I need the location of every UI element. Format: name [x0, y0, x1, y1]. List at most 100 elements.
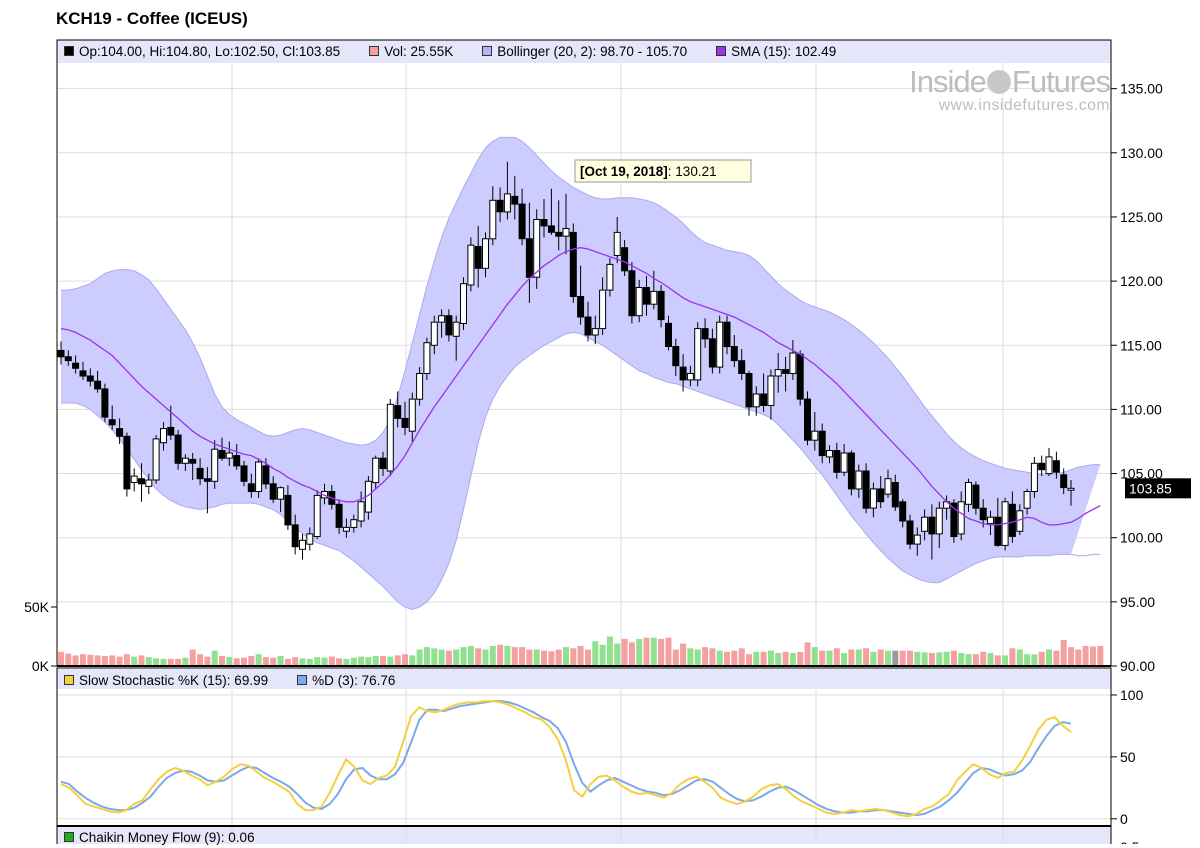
candle — [306, 527, 314, 551]
legend-volume-text: Vol: 25.55K — [384, 43, 454, 59]
candle-body — [1030, 462, 1038, 492]
volume-bar — [365, 657, 372, 666]
volume-bar — [160, 658, 167, 666]
candle-body — [460, 283, 467, 325]
volume-bar — [636, 638, 643, 666]
ohlc-swatch — [64, 46, 74, 56]
candle — [160, 422, 167, 451]
volume-bar — [460, 647, 467, 666]
volume-bar — [972, 654, 979, 666]
volume-bar — [241, 657, 247, 666]
volume-bar — [1046, 649, 1052, 666]
candle — [372, 455, 380, 489]
candle-body — [525, 238, 533, 278]
cmf-swatch — [64, 832, 74, 842]
candle-body — [72, 362, 80, 369]
volume-bar — [475, 648, 482, 666]
volume-bar — [350, 657, 357, 666]
last-price-marker: 103.85 — [1125, 478, 1191, 499]
volume-bar — [497, 644, 504, 666]
volume-bar — [680, 643, 687, 666]
volume-bar — [80, 654, 86, 666]
candle — [1067, 480, 1075, 506]
legend-bollinger: Bollinger (20, 2): 98.70 - 105.70 — [482, 44, 687, 59]
globe-icon — [986, 70, 1011, 94]
volume-bar — [753, 651, 760, 666]
volume-bar — [907, 650, 913, 666]
candle-body — [299, 539, 306, 550]
candle — [255, 458, 263, 498]
candle-body — [174, 434, 182, 464]
candle — [972, 481, 980, 515]
candle-body — [86, 375, 94, 382]
candle-body — [855, 470, 863, 490]
candle — [511, 175, 519, 220]
candle — [269, 476, 277, 504]
candle — [657, 285, 665, 328]
volume-bar — [1031, 654, 1038, 666]
stoch-d-swatch — [297, 675, 308, 685]
candle-body — [913, 534, 921, 545]
candle — [218, 437, 226, 461]
volume-bar — [819, 650, 826, 666]
volume-bar — [936, 652, 943, 666]
candle-body — [847, 452, 855, 490]
candle — [591, 315, 599, 344]
candle — [211, 440, 219, 489]
candle-body — [379, 457, 387, 470]
candle-body — [665, 322, 672, 347]
volume-bar — [877, 649, 884, 666]
legend-sma: SMA (15): 102.49 — [716, 44, 836, 59]
candle-body — [723, 321, 731, 348]
legend-ohlc-text: Op:104.00, Hi:104.80, Lo:102.50, Cl:103.… — [79, 43, 341, 59]
volume-tick-label: 50K — [24, 599, 50, 615]
candle-body — [511, 195, 519, 205]
candle-body — [1008, 503, 1016, 537]
candle-body — [247, 483, 255, 492]
candle-body — [386, 403, 394, 472]
candle-body — [123, 435, 131, 490]
price-tick-label: 115.00 — [1120, 337, 1162, 353]
price-tick-label: 110.00 — [1120, 401, 1162, 417]
candle — [569, 223, 577, 303]
candle — [313, 490, 321, 539]
candle — [152, 435, 160, 484]
candle-body — [628, 270, 636, 317]
candle-body — [599, 289, 607, 330]
candle-body — [181, 457, 189, 464]
volume-bar — [65, 653, 72, 666]
candle-body — [145, 479, 153, 487]
candle — [291, 514, 299, 555]
candle-body — [818, 430, 826, 457]
candle — [467, 237, 475, 292]
price-legend-bar — [57, 40, 1111, 63]
volume-bar — [585, 649, 591, 666]
legend-bollinger-text: Bollinger (20, 2): 98.70 - 105.70 — [497, 43, 688, 59]
candle — [57, 341, 65, 365]
candle-body — [57, 349, 65, 358]
candle — [423, 337, 431, 380]
price-tick-label: 95.00 — [1120, 594, 1155, 610]
volume-bar — [197, 654, 204, 666]
candle-body — [804, 398, 811, 441]
volume-bar — [372, 656, 379, 666]
candle — [94, 370, 102, 393]
tooltip-value: : 130.21 — [668, 164, 717, 179]
volume-bar — [628, 642, 635, 666]
volume-bar — [438, 649, 445, 666]
candle-body — [335, 503, 343, 528]
volume-bar — [336, 658, 343, 666]
sma-line — [60, 247, 1101, 526]
volume-bar — [453, 649, 460, 666]
volume-bar — [702, 647, 709, 666]
volume-bar — [665, 637, 672, 666]
candle-body — [496, 199, 504, 213]
candle — [935, 501, 943, 548]
volume-bar — [204, 656, 211, 666]
candle-body — [672, 346, 680, 367]
candle — [277, 486, 285, 512]
candle — [745, 370, 753, 416]
candle-body — [547, 225, 555, 233]
candle-body — [555, 231, 563, 237]
candle-body — [789, 352, 797, 374]
